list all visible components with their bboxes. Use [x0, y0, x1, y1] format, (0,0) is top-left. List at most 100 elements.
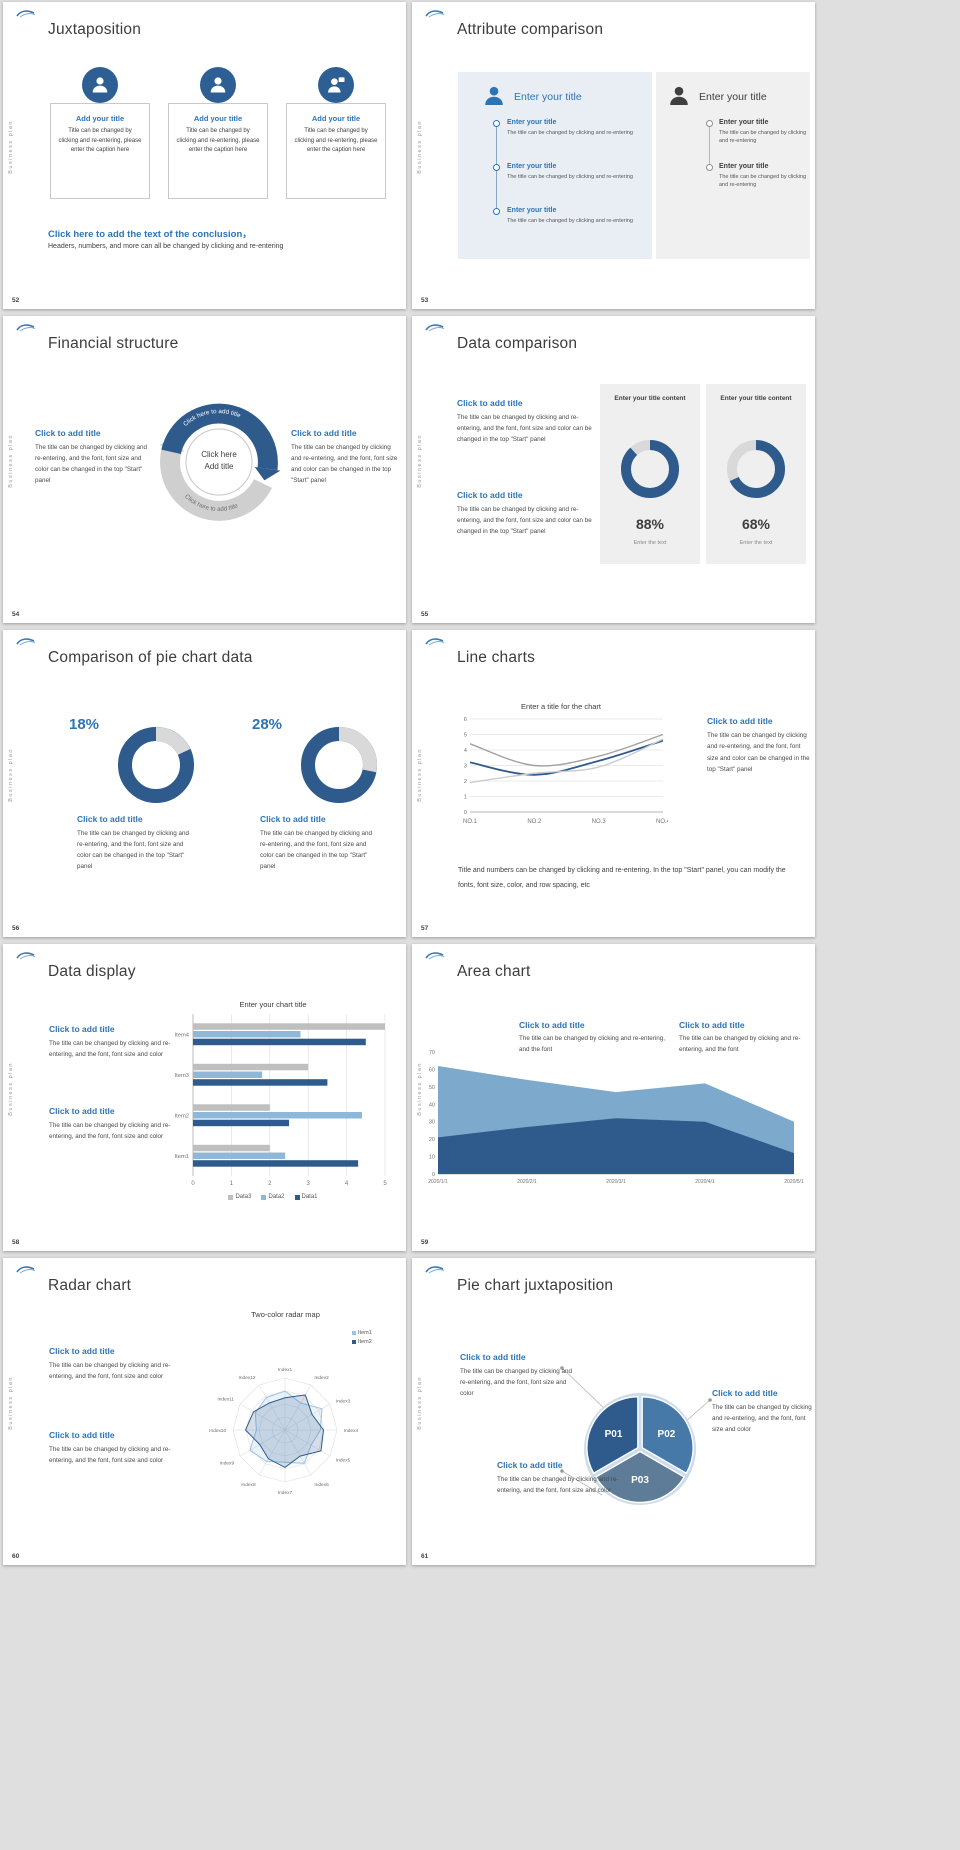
slide-title: Area chart	[457, 963, 531, 980]
item-title: Enter your title	[507, 163, 557, 170]
stat-card	[600, 384, 700, 564]
timeline-marker	[493, 120, 500, 127]
panel-header: Enter your title	[699, 91, 767, 103]
svg-text:60: 60	[429, 1067, 435, 1073]
svg-text:Item3: Item3	[175, 1073, 190, 1079]
svg-text:5: 5	[383, 1181, 387, 1187]
text-block-body: The title can be changed by clicking and…	[457, 506, 592, 536]
slide-title: Data display	[48, 963, 136, 980]
sidebar-vertical-label: Business plan	[8, 434, 14, 488]
brand-logo	[425, 10, 445, 18]
slide-55[interactable]: Business plan Data comparison Click to a…	[412, 316, 815, 623]
text-block-title: Click to add title	[519, 1020, 585, 1030]
svg-text:2020/4/1: 2020/4/1	[695, 1179, 715, 1185]
person-icon	[82, 67, 118, 103]
text-block-body: The title can be changed by clicking and…	[49, 1362, 171, 1381]
svg-text:Item2: Item2	[175, 1113, 190, 1119]
text-block-body: The title can be changed by clicking and…	[712, 1404, 812, 1434]
slide-61[interactable]: Business plan Pie chart juxtaposition P0…	[412, 1258, 815, 1565]
text-block-body: The title can be changed by clicking and…	[457, 414, 592, 444]
page-number: 53	[421, 297, 429, 304]
page-number: 52	[12, 297, 20, 304]
donut-percent-label: 18%	[69, 716, 100, 733]
slide-56[interactable]: Business plan Comparison of pie chart da…	[3, 630, 406, 937]
text-block: Click to add title The title can be chan…	[260, 814, 380, 872]
brand-logo	[425, 638, 445, 646]
legend-swatch	[228, 1194, 234, 1200]
card-body: Title can be changed by clicking and re-…	[176, 128, 260, 154]
text-block-title: Click to add title	[497, 1460, 563, 1470]
text-block-title: Click to add title	[291, 428, 357, 438]
svg-text:3: 3	[464, 764, 467, 770]
slide-title: Radar chart	[48, 1277, 132, 1294]
svg-text:Index1: Index1	[278, 1367, 293, 1373]
cycle-center-label: Click here Add title	[184, 449, 254, 474]
stat-card	[706, 384, 806, 564]
svg-text:Index11: Index11	[217, 1397, 234, 1403]
text-block: Click to add title The title can be chan…	[77, 814, 197, 872]
brand-logo	[16, 952, 36, 960]
svg-text:Index9: Index9	[220, 1460, 235, 1466]
svg-text:30: 30	[429, 1120, 435, 1126]
slide-title: Financial structure	[48, 335, 179, 352]
page-number: 57	[421, 925, 429, 932]
text-block: Click to add title The title can be chan…	[457, 398, 595, 445]
item-title: Enter your title	[719, 119, 769, 126]
slide-52[interactable]: Business plan Juxtaposition Add your tit…	[3, 2, 406, 309]
stat-card-header: Enter your title content	[614, 395, 686, 402]
svg-text:50: 50	[429, 1085, 435, 1091]
brand-logo	[16, 1266, 36, 1274]
text-block-body: The title can be changed by clicking and…	[49, 1122, 171, 1141]
slide-60[interactable]: Business plan Radar chart Click to add t…	[3, 1258, 406, 1565]
slide-59[interactable]: Business plan Area chart Click to add ti…	[412, 944, 815, 1251]
chart-legend: Data3 Data2 Data1	[153, 1194, 393, 1200]
sidebar-vertical-label: Business plan	[8, 1062, 14, 1116]
svg-text:Item4: Item4	[175, 1032, 190, 1038]
text-block: Click to add title The title can be chan…	[49, 1346, 193, 1382]
donut-chart	[725, 438, 787, 500]
item-body: The title can be changed by clicking and…	[719, 174, 807, 189]
chart-title: Enter a title for the chart	[520, 702, 602, 711]
bar-chart: 0 1 2 3 4 5 Item4 Item3 Item2 Item1	[153, 1010, 393, 1192]
svg-text:2020/1/1: 2020/1/1	[428, 1179, 448, 1185]
svg-text:2: 2	[268, 1181, 272, 1187]
text-block-title: Click to add title	[49, 1346, 115, 1356]
stat-caption: Enter the text	[739, 540, 773, 546]
card-body: Title can be changed by clicking and re-…	[294, 128, 378, 154]
card-body: Title can be changed by clicking and re-…	[58, 128, 142, 154]
text-block-body: The title can be changed by clicking and…	[49, 1040, 171, 1059]
text-block-title: Click to add title	[712, 1388, 778, 1398]
legend-swatch	[352, 1331, 356, 1335]
svg-text:NO.1: NO.1	[463, 819, 478, 825]
svg-text:6: 6	[464, 717, 467, 723]
text-block-body: The title can be changed by clicking and…	[49, 1446, 171, 1465]
sidebar-vertical-label: Business plan	[417, 748, 423, 802]
feature-card: Add your title Title can be changed by c…	[286, 67, 386, 199]
text-block-title: Click to add title	[49, 1430, 115, 1440]
slide-title: Juxtaposition	[48, 21, 142, 38]
svg-text:2020/3/1: 2020/3/1	[606, 1179, 626, 1185]
brand-logo	[425, 952, 445, 960]
timeline-line	[709, 126, 710, 166]
legend-swatch	[352, 1340, 356, 1344]
text-block: Click to add title The title can be chan…	[460, 1352, 580, 1399]
item-body: The title can be changed by clicking and…	[507, 174, 633, 180]
slide-57[interactable]: Business plan Line charts Enter a title …	[412, 630, 815, 937]
stat-caption: Enter the text	[633, 540, 667, 546]
timeline-marker	[493, 208, 500, 215]
slide-58[interactable]: Business plan Data display Click to add …	[3, 944, 406, 1251]
svg-text:10: 10	[429, 1155, 435, 1161]
slide-54[interactable]: Business plan Financial structure Click …	[3, 316, 406, 623]
text-block: Click to add title The title can be chan…	[519, 1020, 669, 1055]
legend-item: Data2	[261, 1194, 285, 1200]
stat-percent: 68%	[741, 516, 771, 532]
brand-logo	[16, 10, 36, 18]
text-block-title: Click to add title	[457, 490, 523, 500]
stat-percent: 88%	[635, 516, 665, 532]
chart-legend: Item1 Item2	[352, 1330, 372, 1345]
text-block: Click to add title The title can be chan…	[457, 490, 595, 537]
timeline-marker	[493, 164, 500, 171]
svg-text:P01: P01	[605, 1429, 623, 1440]
slide-53[interactable]: Business plan Attribute comparison Enter…	[412, 2, 815, 309]
footer-note: Title and numbers can be changed by clic…	[458, 867, 786, 889]
